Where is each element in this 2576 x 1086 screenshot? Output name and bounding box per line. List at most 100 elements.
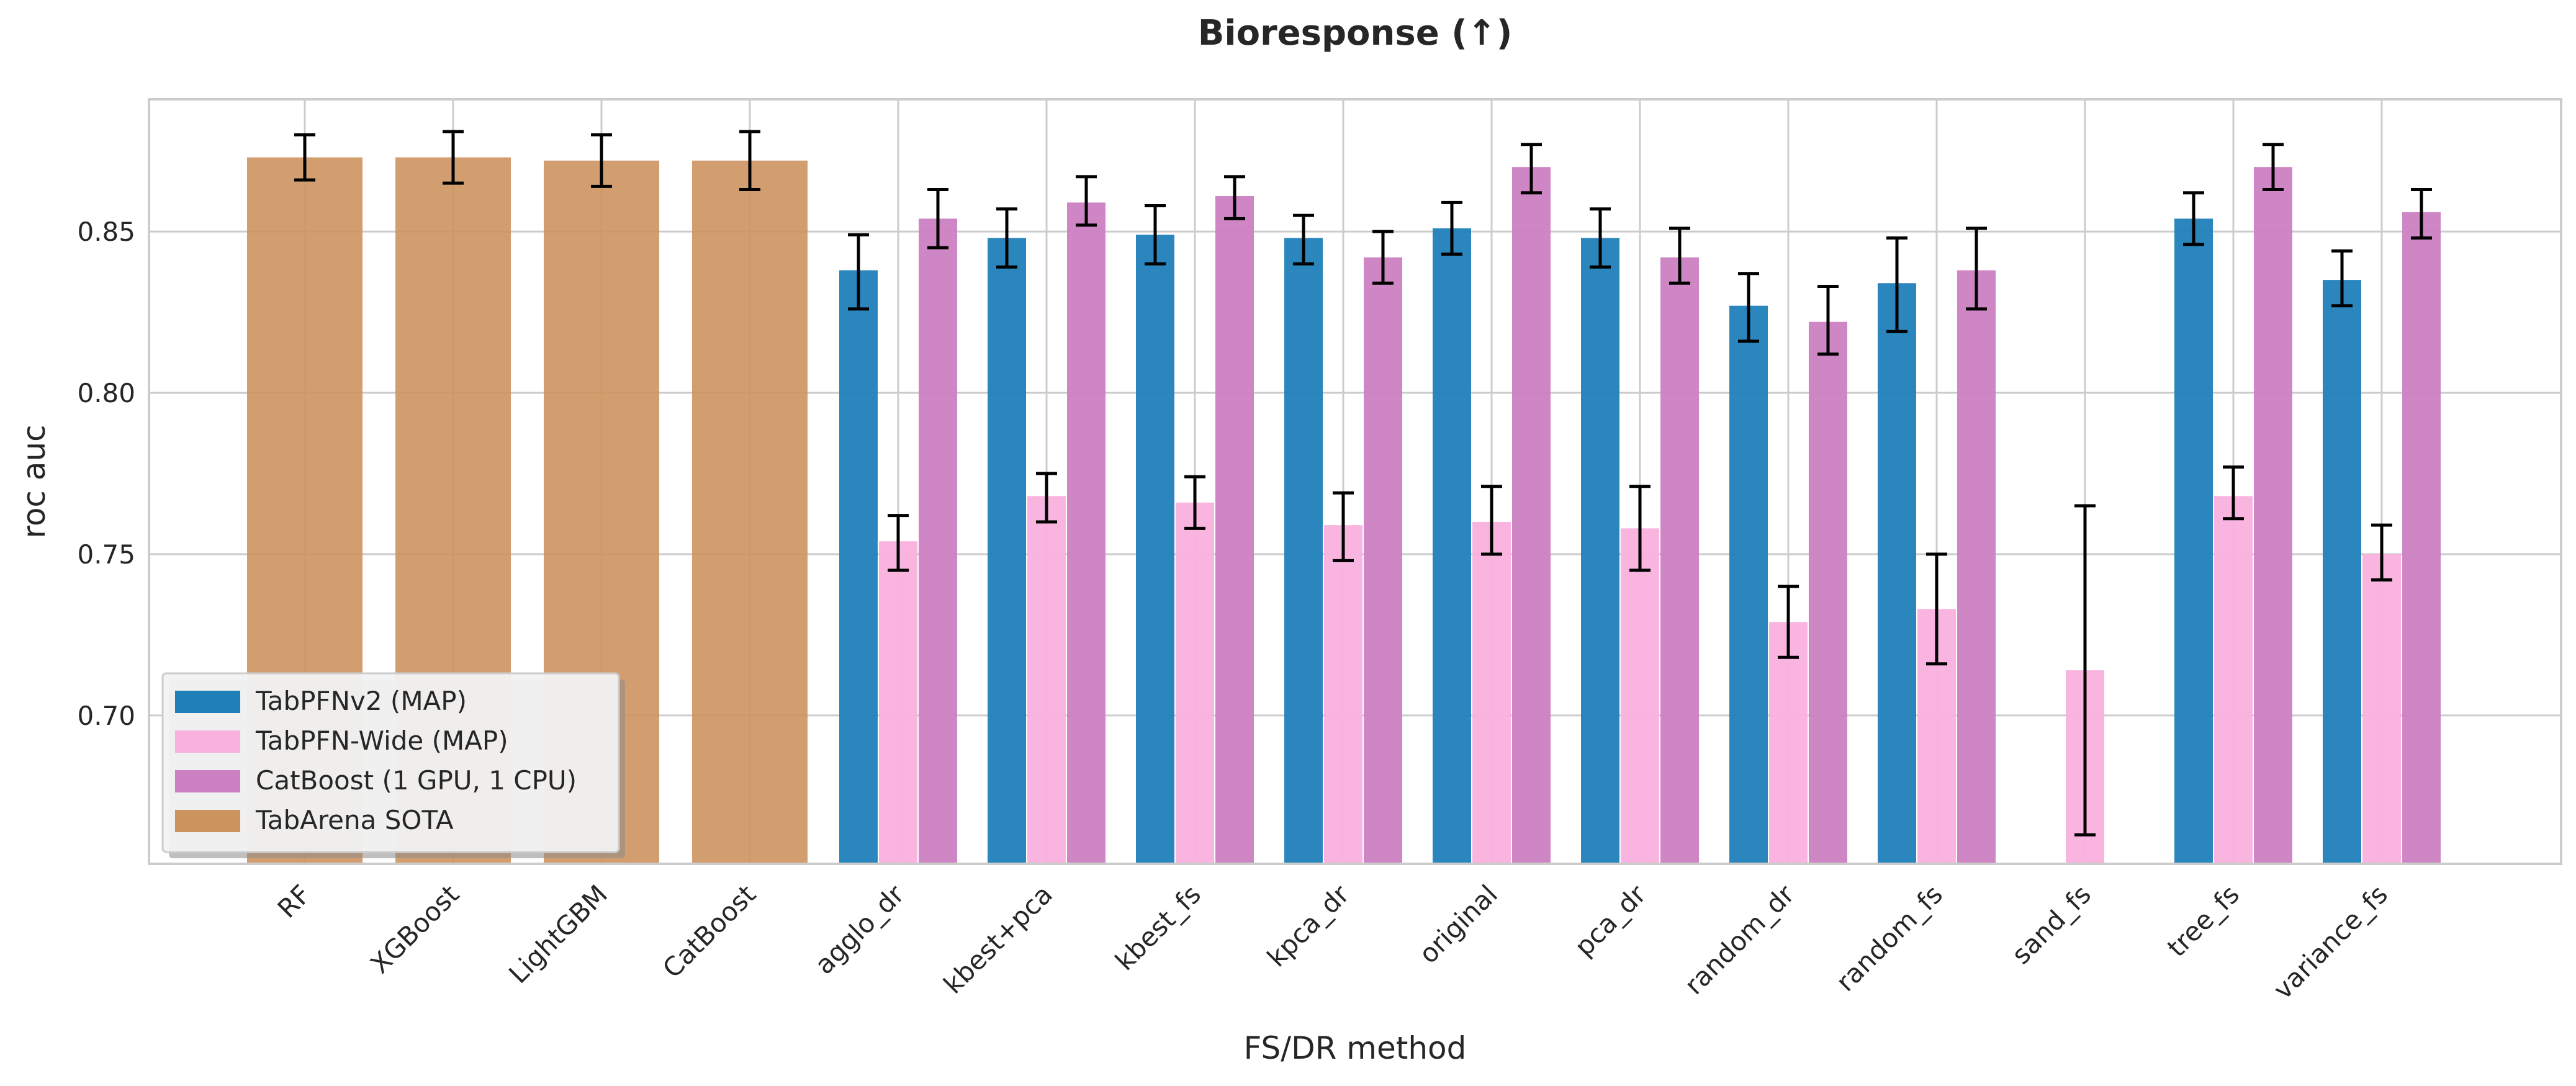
- x-axis-label: FS/DR method: [1244, 1030, 1467, 1066]
- error-bar-catboost-1-gpu-1-cpu-tree-fs: [2263, 143, 2284, 192]
- bar-tabpfn-wide-map-kbest-fs: [1176, 502, 1214, 864]
- bar-catboost-1-gpu-1-cpu-agglo-dr: [919, 218, 957, 864]
- error-bar-catboost-1-gpu-1-cpu-kbest-pca: [1076, 175, 1097, 227]
- bar-tabpfnv2-map-pca-dr: [1581, 238, 1619, 864]
- bar-catboost-1-gpu-1-cpu-variance-fs: [2402, 212, 2441, 864]
- error-bar-tabarena-sota-catboost: [739, 130, 760, 192]
- bar-tabpfnv2-map-agglo-dr: [839, 270, 878, 864]
- bar-layer: [247, 157, 2441, 864]
- bar-tabpfnv2-map-random-fs: [1878, 283, 1916, 864]
- chart-title: Bioresponse (↑): [1198, 13, 1513, 53]
- legend-swatch-tabpfn-wide-map: [175, 730, 240, 753]
- error-bar-tabpfn-wide-map-kbest-pca: [1036, 472, 1057, 524]
- bar-catboost-1-gpu-1-cpu-kpca-dr: [1364, 257, 1402, 864]
- x-tick-label: kbest_fs: [1109, 879, 1207, 976]
- legend-swatch-catboost-1-gpu-1-cpu: [175, 770, 240, 792]
- error-bar-tabpfnv2-map-random-fs: [1886, 236, 1907, 333]
- bar-tabpfn-wide-map-original: [1472, 521, 1511, 864]
- bar-tabpfn-wide-map-random-dr: [1769, 622, 1808, 864]
- bar-tabpfn-wide-map-variance-fs: [2362, 554, 2401, 864]
- legend-label-tabpfn-wide-map: TabPFN-Wide (MAP): [255, 725, 508, 756]
- error-bar-catboost-1-gpu-1-cpu-random-dr: [1817, 285, 1839, 356]
- error-bar-layer: [294, 130, 2432, 837]
- x-tick-label: LightGBM: [503, 879, 613, 989]
- error-bar-tabpfn-wide-map-tree-fs: [2223, 465, 2244, 521]
- y-tick-label: 0.85: [77, 217, 135, 247]
- error-bar-tabpfnv2-map-kbest-pca: [996, 207, 1017, 269]
- error-bar-tabpfn-wide-map-pca-dr: [1629, 485, 1651, 572]
- error-bar-catboost-1-gpu-1-cpu-kpca-dr: [1372, 230, 1394, 285]
- x-tick-label: random_dr: [1678, 879, 1800, 1000]
- error-bar-catboost-1-gpu-1-cpu-original: [1521, 143, 1542, 195]
- bar-catboost-1-gpu-1-cpu-tree-fs: [2254, 167, 2292, 864]
- error-bar-tabpfnv2-map-variance-fs: [2331, 249, 2353, 308]
- legend-swatch-tabpfnv2-map: [175, 691, 240, 713]
- x-tick-layer: RF XGBoost LightGBM CatBoost agglo_dr kbest+p…: [272, 879, 2394, 1005]
- x-tick-label: pca_dr: [1569, 879, 1652, 962]
- error-bar-tabarena-sota-rf: [294, 133, 315, 182]
- bar-catboost-1-gpu-1-cpu-random-fs: [1957, 270, 1996, 864]
- x-tick-label: kpca_dr: [1261, 879, 1356, 973]
- error-bar-tabpfn-wide-map-original: [1481, 485, 1502, 556]
- error-bar-tabpfn-wide-map-random-dr: [1778, 585, 1799, 659]
- bar-tabpfnv2-map-kbest-fs: [1136, 235, 1174, 864]
- error-bar-tabpfnv2-map-pca-dr: [1590, 207, 1611, 269]
- error-bar-tabpfn-wide-map-random-fs: [1926, 552, 1947, 666]
- error-bar-tabpfnv2-map-random-dr: [1738, 272, 1759, 343]
- legend: TabPFNv2 (MAP) TabPFN-Wide (MAP) CatBoost …: [161, 672, 625, 858]
- y-axis-label: roc auc: [16, 424, 52, 538]
- error-bar-tabpfnv2-map-kbest-fs: [1145, 204, 1166, 266]
- bar-tabpfn-wide-map-agglo-dr: [879, 541, 917, 864]
- x-tick-label: kbest+pca: [938, 879, 1058, 999]
- bar-tabpfn-wide-map-kpca-dr: [1324, 525, 1362, 864]
- error-bar-tabpfnv2-map-original: [1441, 200, 1462, 256]
- error-bar-catboost-1-gpu-1-cpu-random-fs: [1966, 227, 1987, 311]
- bar-tabpfnv2-map-tree-fs: [2174, 218, 2213, 864]
- error-bar-tabpfnv2-map-tree-fs: [2183, 191, 2204, 246]
- y-tick-label: 0.80: [77, 378, 135, 408]
- bar-catboost-1-gpu-1-cpu-original: [1512, 167, 1551, 864]
- bar-tabpfnv2-map-variance-fs: [2323, 280, 2361, 864]
- plot-frame: [148, 98, 2562, 865]
- bar-tabpfn-wide-map-kbest-pca: [1027, 496, 1066, 864]
- error-bar-tabarena-sota-lightgbm: [591, 133, 612, 188]
- y-tick-layer: 0.70 0.75 0.80 0.85: [77, 217, 135, 731]
- legend-swatch-tabarena-sota: [175, 810, 240, 832]
- legend-label-catboost-1-gpu-1-cpu: CatBoost (1 GPU, 1 CPU): [256, 765, 577, 796]
- x-tick-label: sand_fs: [2006, 879, 2097, 970]
- bar-catboost-1-gpu-1-cpu-random-dr: [1809, 321, 1847, 864]
- x-tick-label: random_fs: [1830, 879, 1948, 997]
- bar-catboost-1-gpu-1-cpu-kbest-fs: [1215, 195, 1254, 864]
- x-tick-label: agglo_dr: [809, 879, 910, 980]
- y-tick-label: 0.75: [77, 539, 135, 570]
- x-tick-label: RF: [272, 879, 317, 923]
- bar-catboost-1-gpu-1-cpu-pca-dr: [1660, 257, 1699, 864]
- bar-tabarena-sota-catboost: [692, 160, 808, 864]
- error-bar-tabpfn-wide-map-kbest-fs: [1184, 475, 1205, 530]
- error-bar-catboost-1-gpu-1-cpu-agglo-dr: [927, 188, 948, 249]
- x-tick-label: XGBoost: [364, 879, 465, 979]
- error-bar-tabpfnv2-map-kpca-dr: [1293, 213, 1314, 266]
- error-bar-tabpfn-wide-map-kpca-dr: [1333, 491, 1354, 562]
- bar-tabpfnv2-map-kbest-pca: [988, 238, 1026, 864]
- error-bar-tabpfn-wide-map-agglo-dr: [888, 514, 909, 572]
- error-bar-tabpfn-wide-map-sand-fs: [2074, 504, 2096, 837]
- error-bar-tabpfnv2-map-agglo-dr: [848, 233, 869, 311]
- bar-tabpfn-wide-map-tree-fs: [2214, 496, 2253, 864]
- x-tick-label: variance_fs: [2268, 879, 2394, 1005]
- x-tick-label: original: [1413, 879, 1503, 969]
- y-tick-label: 0.70: [77, 701, 135, 731]
- legend-label-tabarena-sota: TabArena SOTA: [255, 805, 454, 835]
- x-tick-label: CatBoost: [657, 879, 762, 984]
- bar-tabpfnv2-map-original: [1433, 228, 1471, 864]
- error-bar-catboost-1-gpu-1-cpu-kbest-fs: [1224, 175, 1245, 220]
- error-bar-catboost-1-gpu-1-cpu-variance-fs: [2411, 188, 2432, 240]
- bar-tabpfn-wide-map-pca-dr: [1621, 528, 1659, 864]
- legend-box: [161, 672, 620, 853]
- bar-tabpfnv2-map-kpca-dr: [1284, 238, 1323, 864]
- bar-tabpfnv2-map-random-dr: [1729, 305, 1768, 864]
- legend-label-tabpfnv2-map: TabPFNv2 (MAP): [255, 686, 467, 716]
- error-bar-tabpfn-wide-map-variance-fs: [2371, 523, 2392, 582]
